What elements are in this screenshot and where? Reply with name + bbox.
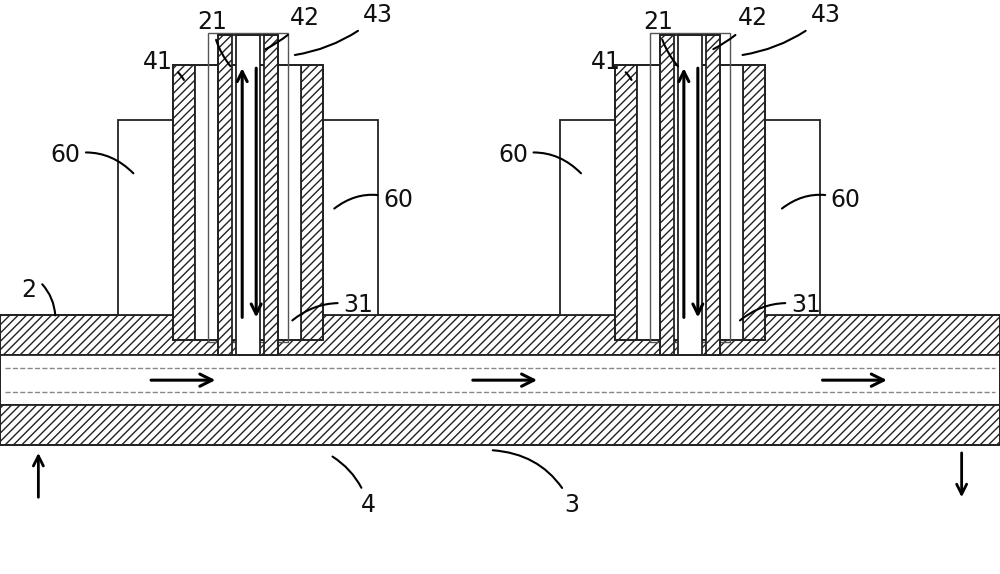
Bar: [301, 65, 323, 340]
Bar: [208, 33, 288, 342]
Bar: [560, 121, 635, 315]
Text: 31: 31: [740, 293, 821, 320]
Text: 41: 41: [143, 51, 184, 80]
Bar: [650, 33, 730, 342]
Bar: [218, 36, 232, 355]
Text: 43: 43: [743, 3, 841, 55]
Text: 60: 60: [498, 144, 581, 173]
Text: 42: 42: [266, 6, 320, 49]
Bar: [743, 65, 765, 340]
Bar: [118, 121, 193, 315]
Text: 31: 31: [292, 293, 373, 320]
Text: 43: 43: [295, 3, 393, 55]
Bar: [173, 65, 195, 340]
Bar: [637, 65, 743, 340]
Bar: [173, 65, 323, 340]
Bar: [660, 36, 720, 355]
Bar: [0, 315, 1000, 355]
Text: 60: 60: [50, 144, 133, 173]
Bar: [218, 36, 278, 355]
Bar: [615, 65, 765, 340]
Text: 21: 21: [643, 10, 678, 67]
Bar: [706, 36, 720, 355]
Text: 21: 21: [197, 10, 230, 66]
Text: 2: 2: [21, 278, 36, 302]
Bar: [0, 405, 1000, 445]
Text: 60: 60: [782, 188, 861, 212]
Text: 4: 4: [332, 456, 376, 517]
Bar: [303, 121, 378, 315]
Bar: [236, 36, 260, 355]
Bar: [678, 36, 702, 355]
Bar: [745, 121, 820, 315]
Bar: [195, 65, 301, 340]
Text: 60: 60: [334, 188, 413, 212]
Bar: [0, 315, 1000, 445]
Text: 42: 42: [713, 6, 768, 49]
Bar: [0, 355, 1000, 405]
Text: 41: 41: [591, 51, 632, 80]
Bar: [264, 36, 278, 355]
Text: 3: 3: [493, 450, 579, 517]
Bar: [615, 65, 637, 340]
Bar: [660, 36, 674, 355]
